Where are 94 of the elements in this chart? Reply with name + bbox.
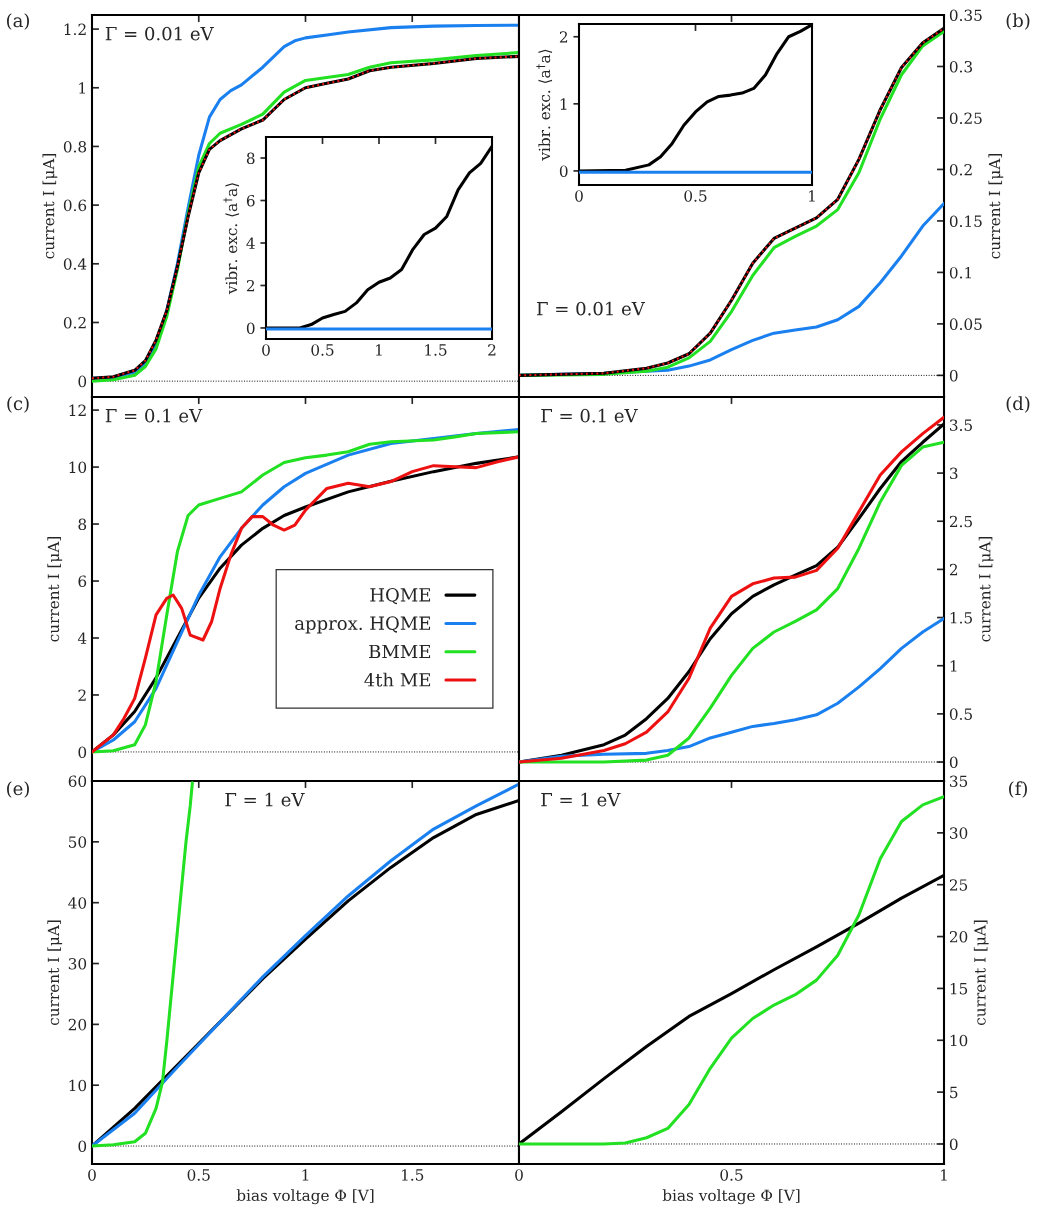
y-tick-label: 0.8 xyxy=(63,140,87,153)
y2-tick-label: 0.2 xyxy=(949,163,972,176)
y2-tick-label: 10 xyxy=(950,1034,968,1047)
annotation: Γ = 1 eV xyxy=(541,792,621,807)
x-tick-label: 1 xyxy=(302,1169,309,1181)
y2-axis-title: current I [μA] xyxy=(973,920,989,1026)
y2-tick-label: 0.25 xyxy=(949,112,982,124)
y-tick-label: 8 xyxy=(246,152,255,165)
y-tick-label: 30 xyxy=(68,957,87,970)
y2-tick-label: 0 xyxy=(949,1138,958,1151)
y2-tick-label: 0 xyxy=(949,369,958,382)
y-tick-label: 12 xyxy=(69,404,86,416)
y-axis-title: current I [μA] xyxy=(47,536,63,642)
text: (e) xyxy=(7,781,29,798)
annotation: Γ = 1 eV xyxy=(225,792,305,807)
y2-tick-label: 1 xyxy=(950,660,957,672)
y-axis-title: current I [μA] xyxy=(42,153,58,259)
text: (b) xyxy=(1006,13,1030,30)
y2-tick-label: 0.3 xyxy=(949,60,973,73)
y2-tick-label: 0.15 xyxy=(949,215,982,227)
y-tick-label: 50 xyxy=(69,836,87,848)
annotation: Γ = 0.01 eV xyxy=(105,26,214,41)
y2-tick-label: 0 xyxy=(949,756,958,769)
y-tick-label: 1 xyxy=(79,82,85,94)
y-tick-label: 10 xyxy=(69,1079,87,1092)
y2-tick-label: 3 xyxy=(950,467,958,480)
legend-label: BMME xyxy=(369,644,431,659)
y-tick-label: 0 xyxy=(78,1140,87,1153)
text: (f) xyxy=(1009,781,1027,798)
y2-tick-label: 20 xyxy=(949,931,968,943)
y-tick-label: 0.6 xyxy=(63,199,87,212)
y-tick-label: 1 xyxy=(560,98,567,110)
y2-tick-label: 2 xyxy=(949,563,958,576)
text: (c) xyxy=(7,396,29,413)
y-tick-label: 60 xyxy=(68,775,87,788)
annotation: Γ = 0.1 eV xyxy=(105,408,203,423)
y2-tick-label: 0.5 xyxy=(949,708,972,720)
legend-label: 4th ME xyxy=(364,672,431,687)
y-tick-label: 2 xyxy=(559,31,568,43)
y-tick-label: 4 xyxy=(246,237,255,249)
y-tick-label: 0.4 xyxy=(63,258,87,270)
x-tick-label: 0 xyxy=(88,1169,96,1181)
y-tick-label: 6 xyxy=(246,194,255,207)
x-tick-label: 1.5 xyxy=(401,1169,424,1181)
y-tick-label: 4 xyxy=(77,632,87,644)
x-axis-title: bias voltage Φ [V] xyxy=(662,1189,800,1205)
x-tick-label: 0 xyxy=(575,190,583,202)
x-axis-title: bias voltage Φ [V] xyxy=(236,1189,374,1205)
y2-tick-label: 0.35 xyxy=(949,9,982,22)
y-axis-title: vibr. exc. ⟨a$^{†}$a⟩ xyxy=(223,183,240,295)
x-tick-label: 0.5 xyxy=(684,190,707,202)
y-tick-label: 0 xyxy=(559,165,568,177)
y2-tick-label: 1.5 xyxy=(950,612,972,624)
y-axis-title: vibr. exc. ⟨a$^{†}$a⟩ xyxy=(536,49,553,161)
y-tick-label: 0 xyxy=(78,375,87,388)
y-tick-label: 2 xyxy=(246,279,255,292)
y-tick-label: 20 xyxy=(68,1018,87,1031)
y2-axis-title: current I [μA] xyxy=(978,536,994,642)
y-tick-label: 6 xyxy=(78,575,87,588)
y-tick-label: 40 xyxy=(68,897,87,909)
y-tick-label: 0 xyxy=(246,322,255,334)
y2-tick-label: 3.5 xyxy=(950,419,972,431)
y-tick-label: 8 xyxy=(78,518,87,531)
x-tick-label: 0.5 xyxy=(720,1169,743,1181)
annotation: Γ = 0.1 eV xyxy=(541,408,638,423)
y-tick-label: 10 xyxy=(69,461,87,474)
y2-tick-label: 0.1 xyxy=(949,266,971,279)
legend-label: approx. HQME xyxy=(295,616,431,634)
x-tick-label: 2 xyxy=(488,344,496,356)
x-tick-label: 0.5 xyxy=(187,1169,210,1181)
y2-tick-label: 2.5 xyxy=(949,515,972,528)
x-tick-label: 1 xyxy=(376,344,382,356)
x-tick-label: 1 xyxy=(941,1169,947,1181)
y-tick-label: 1.2 xyxy=(64,23,86,36)
y2-tick-label: 25 xyxy=(949,879,968,891)
x-tick-label: 1.5 xyxy=(425,344,447,356)
x-tick-label: 0 xyxy=(262,344,270,356)
y2-axis-title: current I [μA] xyxy=(988,153,1004,259)
y-axis-title: current I [μA] xyxy=(47,920,63,1026)
y-tick-label: 0.2 xyxy=(63,316,86,329)
y2-tick-label: 5 xyxy=(950,1086,958,1099)
y-tick-label: 0 xyxy=(78,746,87,758)
x-tick-label: 0.5 xyxy=(311,344,334,356)
y2-tick-label: 30 xyxy=(950,827,968,839)
x-tick-label: 0 xyxy=(515,1169,523,1181)
annotation: Γ = 0.01 eV xyxy=(537,301,646,316)
legend-label: HQME xyxy=(370,588,431,605)
y2-tick-label: 15 xyxy=(950,982,968,995)
x-tick-label: 1 xyxy=(809,190,815,202)
y-tick-label: 2 xyxy=(78,689,86,701)
y2-tick-label: 0.05 xyxy=(949,318,982,330)
text: (d) xyxy=(1006,396,1030,413)
y2-tick-label: 35 xyxy=(950,775,968,788)
text: (a) xyxy=(7,13,29,30)
